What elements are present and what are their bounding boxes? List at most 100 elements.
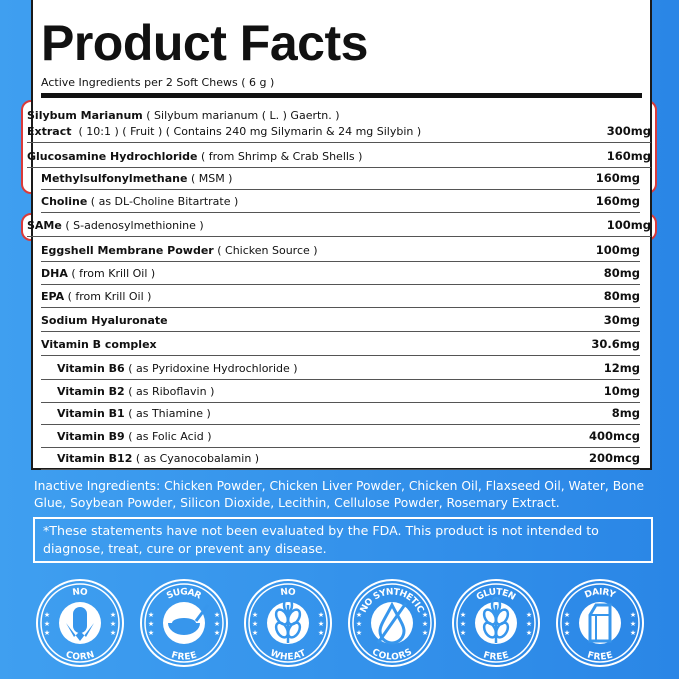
svg-text:★: ★ [356,620,362,628]
ingredient-amount: 30mg [603,313,640,327]
badge-icon-disc [579,602,621,644]
ingredient-row: Vitamin B1 ( as Thiamine ) 8mg [41,402,640,425]
ingredient-row: Vitamin B2 ( as Riboflavin ) 10mg [41,380,640,403]
badge-top-text: NO [72,587,88,598]
ingredient-row: Glucosamine Hydrochloride ( from Shrimp … [27,145,651,168]
svg-text:★: ★ [318,620,324,628]
ingredient-row: Vitamin B complex 30.6mg [41,333,640,356]
facts-panel: Product Facts Active Ingredients per 2 S… [27,0,652,470]
text: ( from Krill Oil ) [71,266,156,280]
text: ( MSM ) [190,171,233,185]
text: ( from Krill Oil ) [67,289,152,303]
ingredient-name: DHA ( from Krill Oil ) [41,267,155,280]
ingredient-row: Silybum Marianum ( Silybum marianum ( L.… [27,101,651,143]
svg-text:★: ★ [318,629,324,637]
text: ( Silybum marianum ( L. ) Gaertn. ) [146,109,340,122]
ingredient-name: Methylsulfonylmethane ( MSM ) [41,172,232,185]
ingredient-row: Sodium Hyaluronate 30mg [41,309,640,332]
svg-text:★: ★ [252,629,258,637]
svg-text:★: ★ [214,629,220,637]
ingredient-name: Silybum Marianum ( Silybum marianum ( L.… [27,109,421,138]
text: SAMe [27,218,62,232]
badge-bottom-text: WHEAT [269,648,309,663]
svg-text:★: ★ [460,620,466,628]
ingredient-name: Glucosamine Hydrochloride ( from Shrimp … [27,150,362,163]
text: Silybum Marianum [27,109,143,122]
text: Eggshell Membrane Powder [41,243,214,257]
inactive-ingredients: Inactive Ingredients: Chicken Powder, Ch… [34,479,645,510]
corn-icon [66,607,94,641]
text: ( from Shrimp & Crab Shells ) [200,149,363,163]
ingredient-row: Methylsulfonylmethane ( MSM ) 160mg [41,167,640,190]
badge-top-text: SUGAR [165,587,202,601]
svg-text:★: ★ [422,629,428,637]
text: Extract [27,125,72,138]
ingredient-amount: 8mg [611,406,640,420]
ingredient-row: EPA ( from Krill Oil ) 80mg [41,285,640,308]
svg-text:★: ★ [214,611,220,619]
svg-text:★: ★ [110,611,116,619]
badge-top-text: DAIRY [583,587,617,600]
ingredient-name: Vitamin B1 ( as Thiamine ) [57,407,211,420]
badge-no-synthetic-colors: ★ ★ ★ ★ ★ ★ NO SYNTHETIC COLORS [347,578,437,668]
divider [41,93,642,98]
text: DHA [41,266,68,280]
wheat-icon [482,596,510,643]
svg-text:★: ★ [44,611,50,619]
svg-text:★: ★ [44,620,50,628]
svg-text:★: ★ [460,629,466,637]
svg-text:★: ★ [422,620,428,628]
text: ( as Folic Acid ) [128,429,212,443]
ingredient-row: Choline ( as DL-Choline Bitartrate ) 160m… [41,190,640,213]
svg-text:★: ★ [252,611,258,619]
text: ( as Pyridoxine Hydrochloride ) [128,361,298,375]
ingredient-amount: 160mg [595,194,640,208]
badge-bottom-text: FREE [170,650,198,662]
ingredient-amount: 160mg [595,171,640,185]
ingredient-name: Vitamin B6 ( as Pyridoxine Hydrochloride… [57,362,298,375]
svg-text:★: ★ [630,629,636,637]
badge-bottom-text: FREE [482,650,510,662]
text: Sodium Hyaluronate [41,313,168,327]
ingredient-amount: 200mcg [588,451,640,465]
ingredient-name: Sodium Hyaluronate [41,314,168,327]
ingredient-name: EPA ( from Krill Oil ) [41,290,151,303]
text: ( 10:1 ) ( Fruit ) ( Contains 240 mg Sil… [78,125,422,138]
ingredient-amount: 80mg [603,289,640,303]
text: ( as Riboflavin ) [128,384,215,398]
ingredient-amount: 100mg [595,243,640,257]
wheat-icon [274,596,302,643]
text: ( as Cyanocobalamin ) [135,451,260,465]
svg-text:★: ★ [564,629,570,637]
ingredient-amount: 10mg [603,384,640,398]
badge-sugar-free: ★ ★ ★ ★ ★ ★ SUGAR FREE [139,578,229,668]
badge-top-text: NO [280,587,296,598]
svg-text:★: ★ [318,611,324,619]
ingredient-name: Vitamin B complex [41,338,157,351]
milk-carton-icon [588,603,612,643]
svg-text:★: ★ [422,611,428,619]
svg-text:★: ★ [110,620,116,628]
ingredient-amount: 400mcg [588,429,640,443]
subtitle: Active Ingredients per 2 Soft Chews ( 6 … [41,76,275,89]
ingredient-amount: 300mg [606,124,651,138]
svg-text:★: ★ [526,629,532,637]
text: Glucosamine Hydrochloride [27,149,198,163]
page-title: Product Facts [41,15,368,71]
ingredient-amount: 160mg [606,149,651,163]
ingredient-row: Eggshell Membrane Powder ( Chicken Sourc… [41,239,640,262]
ingredient-name: Vitamin B12 ( as Cyanocobalamin ) [57,452,259,465]
ingredient-row: DHA ( from Krill Oil ) 80mg [41,262,640,285]
badge-bottom-text: CORN [64,650,95,663]
ingredient-row: Vitamin B12 ( as Cyanocobalamin ) 200mcg [41,447,640,470]
ingredient-row: Vitamin B9 ( as Folic Acid ) 400mcg [41,425,640,448]
text: Methylsulfonylmethane [41,171,188,185]
svg-text:★: ★ [148,611,154,619]
ingredient-name: Choline ( as DL-Choline Bitartrate ) [41,195,238,208]
bowl-icon [168,604,210,635]
ingredient-row: Vitamin B6 ( as Pyridoxine Hydrochloride… [41,357,640,380]
text: ( S-adenosylmethionine ) [65,218,204,232]
badge-bottom-text: COLORS [370,647,414,662]
badge-dairy-free: ★ ★ ★ ★ ★ ★ DAIRY FREE [555,578,645,668]
text: Choline [41,194,88,208]
